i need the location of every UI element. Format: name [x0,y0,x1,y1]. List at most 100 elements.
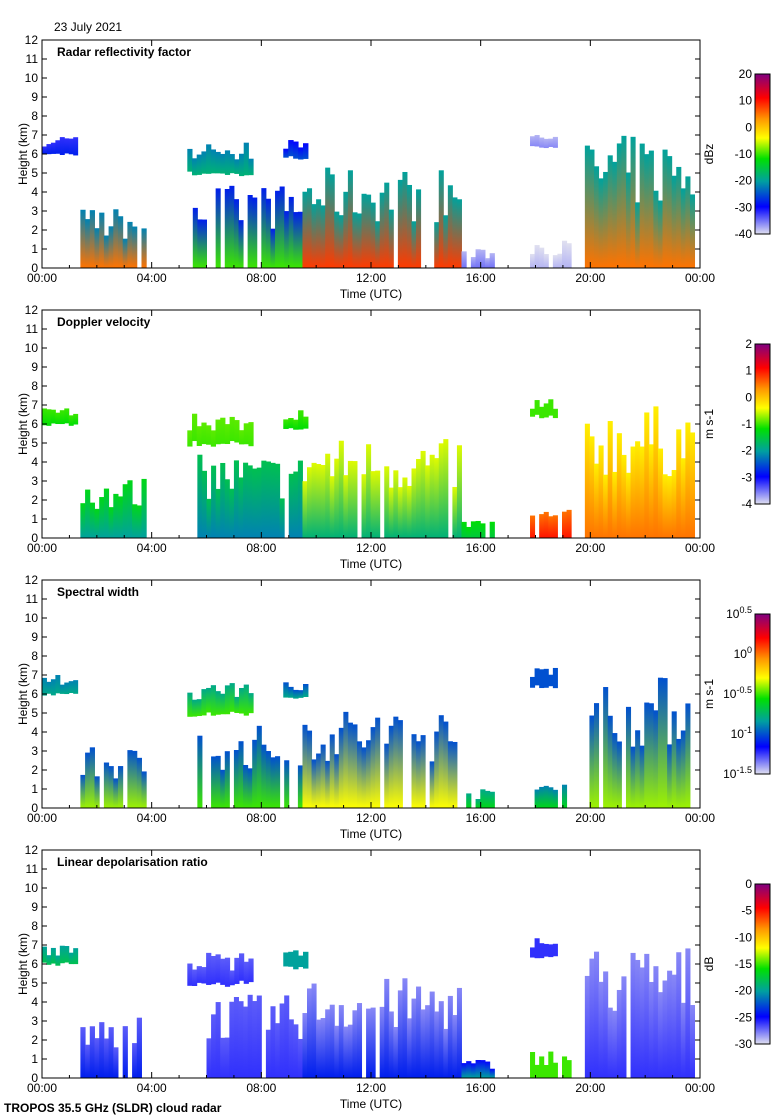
echo-mark [265,461,271,538]
echo-mark [343,711,349,808]
echo-mark [201,219,207,268]
echo-mark [302,724,308,808]
echo-mark [434,222,440,268]
echo-mark [132,750,138,808]
echo-mark [644,702,650,808]
echo-mark [452,1015,458,1078]
colorbar [754,343,771,505]
echo-mark [94,228,100,268]
colorbar-tick-label: 20 [739,67,753,81]
echo-mark [543,668,549,688]
echo-mark [416,741,422,808]
echo-mark [470,521,477,538]
echo-mark [552,255,558,268]
echo-mark [456,987,462,1078]
echo-mark [461,251,467,268]
echo-mark [233,460,239,538]
echo-mark [224,685,231,715]
echo-mark [334,211,340,268]
echo-mark [50,947,56,964]
echo-mark [307,988,313,1078]
echo-mark [397,487,403,538]
echo-mark [132,504,138,538]
echo-mark [680,730,686,808]
echo-mark [215,954,221,983]
x-axis-label: Time (UTC) [340,1097,402,1111]
echo-mark [192,207,198,268]
echo-mark [122,1026,128,1078]
echo-mark [270,1006,276,1078]
y-tick-label: 2 [31,493,38,507]
echo-mark [215,691,221,715]
echo-mark [275,756,281,808]
y-tick-label: 9 [31,900,38,914]
colorbar-tick-label: 1 [745,364,752,378]
echo-mark [238,741,244,808]
echo-mark [379,192,385,268]
echo-mark [644,953,650,1078]
y-tick-label: 3 [31,744,38,758]
y-tick-label: 4 [31,725,38,739]
echo-mark [447,995,453,1078]
echo-mark [375,221,381,268]
echo-mark [667,744,673,808]
x-tick-label: 16:00 [466,811,496,825]
echo-mark [136,505,142,538]
echo-mark [466,526,472,538]
echo-mark [630,446,636,538]
echo-mark [612,161,618,268]
echo-mark [196,426,202,446]
echo-mark [539,137,545,148]
echo-mark [589,958,595,1078]
echo-mark [284,211,290,268]
echo-mark [420,1009,426,1078]
echo-mark [461,521,467,538]
echo-mark [539,514,545,538]
echo-mark [375,470,381,538]
echo-mark [103,235,110,268]
echo-mark [552,789,558,808]
y-tick-label: 8 [31,649,38,663]
echo-mark [566,1060,572,1078]
echo-mark [630,746,636,808]
echo-mark [73,680,79,694]
echo-mark [201,470,207,538]
echo-mark [635,202,641,268]
echo-mark [261,460,267,538]
echo-mark [589,715,595,808]
echo-mark [434,731,440,808]
echo-mark [201,422,207,445]
echo-mark [279,186,285,268]
echo-mark [612,733,618,808]
echo-mark [261,744,267,808]
echo-mark [325,453,331,538]
x-tick-label: 12:00 [356,811,386,825]
echo-mark [334,458,340,538]
echo-mark [443,439,449,538]
colorbar-label: dBz [702,144,716,165]
echo-mark [566,509,572,538]
echo-mark [210,430,217,447]
echo-mark [243,764,249,808]
echo-mark [55,955,61,966]
x-tick-label: 16:00 [466,1081,496,1095]
echo-mark [489,791,495,808]
y-tick-label: 1 [31,782,38,796]
echo-mark [630,952,636,1078]
y-tick-label: 7 [31,938,38,952]
y-tick-label: 6 [31,147,38,161]
y-tick-label: 1 [31,1052,38,1066]
colorbar-tick-label: -3 [741,470,752,484]
echo-mark [480,789,486,808]
echo-mark [562,240,568,268]
echo-mark [284,995,290,1078]
y-tick-label: 12 [25,573,39,587]
x-tick-label: 00:00 [27,1081,57,1095]
echo-mark [275,463,281,538]
echo-mark [548,674,554,687]
y-tick-label: 11 [26,322,39,336]
echo-mark [456,199,462,268]
echo-mark [297,211,303,268]
x-tick-label: 20:00 [575,1081,605,1095]
